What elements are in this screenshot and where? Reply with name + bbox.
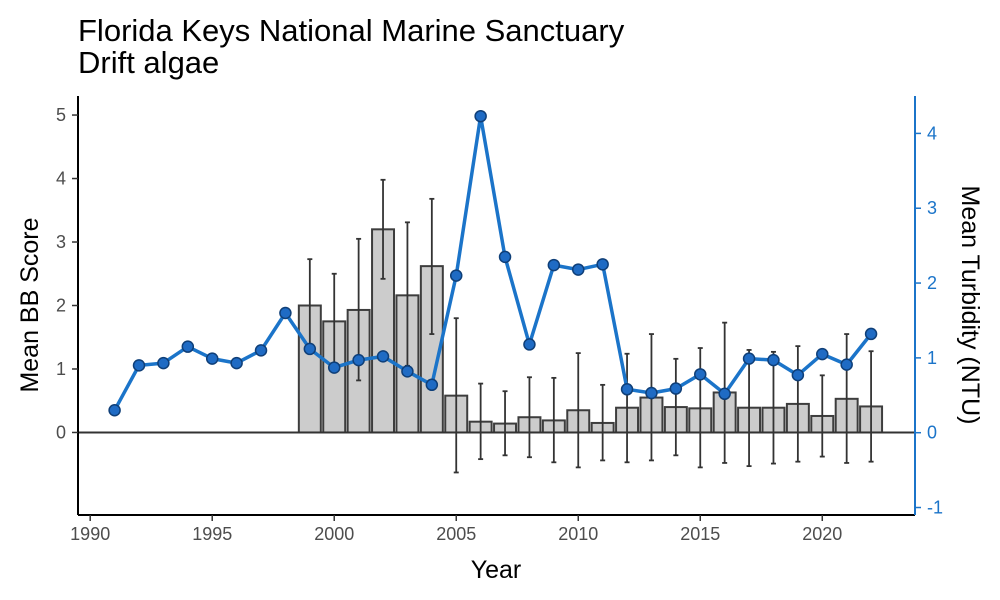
error-bar — [380, 178, 386, 280]
error-bar — [673, 357, 679, 457]
turbidity-point — [254, 344, 268, 357]
axes-layer — [77, 96, 916, 516]
x-tick-label: 2000 — [314, 524, 354, 544]
turbidity-point — [157, 356, 170, 370]
chart-title: Florida Keys National Marine Sanctuary — [78, 13, 625, 48]
turbidity-point — [840, 358, 853, 371]
turbidity-point — [645, 386, 658, 400]
y2-tick-label: 3 — [927, 198, 937, 218]
turbidity-point — [669, 382, 683, 395]
bars-layer — [297, 228, 884, 434]
points-layer — [108, 109, 878, 417]
turbidity-point — [205, 352, 219, 365]
y2-tick-label: 4 — [927, 123, 937, 143]
x-tick-label: 1990 — [70, 524, 110, 544]
y2-tick-label: 0 — [927, 423, 937, 443]
y-tick-label: 3 — [56, 232, 66, 252]
turbidity-point — [742, 352, 756, 365]
y2-axis-title: Mean Turbidity (NTU) — [956, 186, 984, 425]
error-bar — [844, 333, 850, 464]
error-bar — [502, 390, 508, 457]
error-bar — [770, 350, 776, 465]
x-axis-title: Year — [471, 556, 522, 584]
error-bar — [453, 317, 459, 474]
error-bar — [600, 383, 606, 462]
turbidity-point — [571, 263, 585, 276]
turbidity-point — [498, 250, 512, 264]
turbidity-point — [523, 338, 536, 351]
turbidity-point — [327, 361, 341, 374]
error-bar — [478, 382, 484, 461]
error-bar — [526, 376, 532, 459]
turbidity-point — [620, 383, 634, 396]
y-tick-label: 2 — [56, 296, 66, 316]
chart-subtitle: Drift algae — [78, 45, 219, 80]
turbidity-point — [279, 306, 292, 320]
turbidity-point — [816, 347, 829, 361]
turbidity-point — [132, 359, 146, 372]
turbidity-point — [791, 368, 805, 382]
error-bar — [575, 352, 581, 469]
y2-tick-label: 1 — [927, 348, 937, 368]
error-bar — [868, 350, 874, 463]
turbidity-line — [113, 114, 873, 412]
y-tick-label: 1 — [56, 359, 66, 379]
x-tick-label: 2020 — [802, 524, 842, 544]
turbidity-point — [449, 269, 463, 282]
y2-tick-label: 2 — [927, 273, 937, 293]
y2-tick-label: -1 — [927, 498, 943, 518]
error-bar — [624, 352, 630, 464]
y-tick-label: 0 — [56, 422, 66, 442]
y-tick-label: 5 — [56, 105, 66, 125]
turbidity-point — [108, 404, 121, 417]
y-tick-label: 4 — [56, 169, 66, 189]
turbidity-point — [230, 356, 243, 370]
turbidity-point — [181, 340, 195, 353]
turbidity-point — [718, 387, 731, 401]
turbidity-point — [303, 342, 317, 356]
error-bar — [819, 374, 825, 458]
x-tick-label: 2005 — [436, 524, 476, 544]
error-bar — [697, 347, 703, 469]
x-tick-label: 1995 — [192, 524, 232, 544]
turbidity-point — [596, 258, 609, 271]
turbidity-point — [352, 353, 365, 367]
error-bar — [551, 376, 557, 464]
turbidity-point — [474, 109, 487, 123]
x-tick-label: 2015 — [680, 524, 720, 544]
error-bar — [746, 349, 752, 468]
turbidity-point — [376, 350, 390, 363]
turbidity-point — [767, 353, 780, 367]
turbidity-point — [864, 327, 878, 341]
turbidity-point — [401, 365, 414, 378]
y-axis-title: Mean BB Score — [16, 217, 44, 392]
turbidity-point — [694, 368, 707, 381]
ticks-layer: 1990 1995 2000 2005 2010 2015 2020 0 1 2 3 4 5 -1 0 1 2 3… — [56, 105, 943, 544]
error-bar — [795, 345, 801, 463]
turbidity-point — [547, 258, 561, 272]
error-bar — [429, 197, 435, 335]
x-tick-label: 2010 — [558, 524, 598, 544]
turbidity-point — [425, 378, 439, 392]
